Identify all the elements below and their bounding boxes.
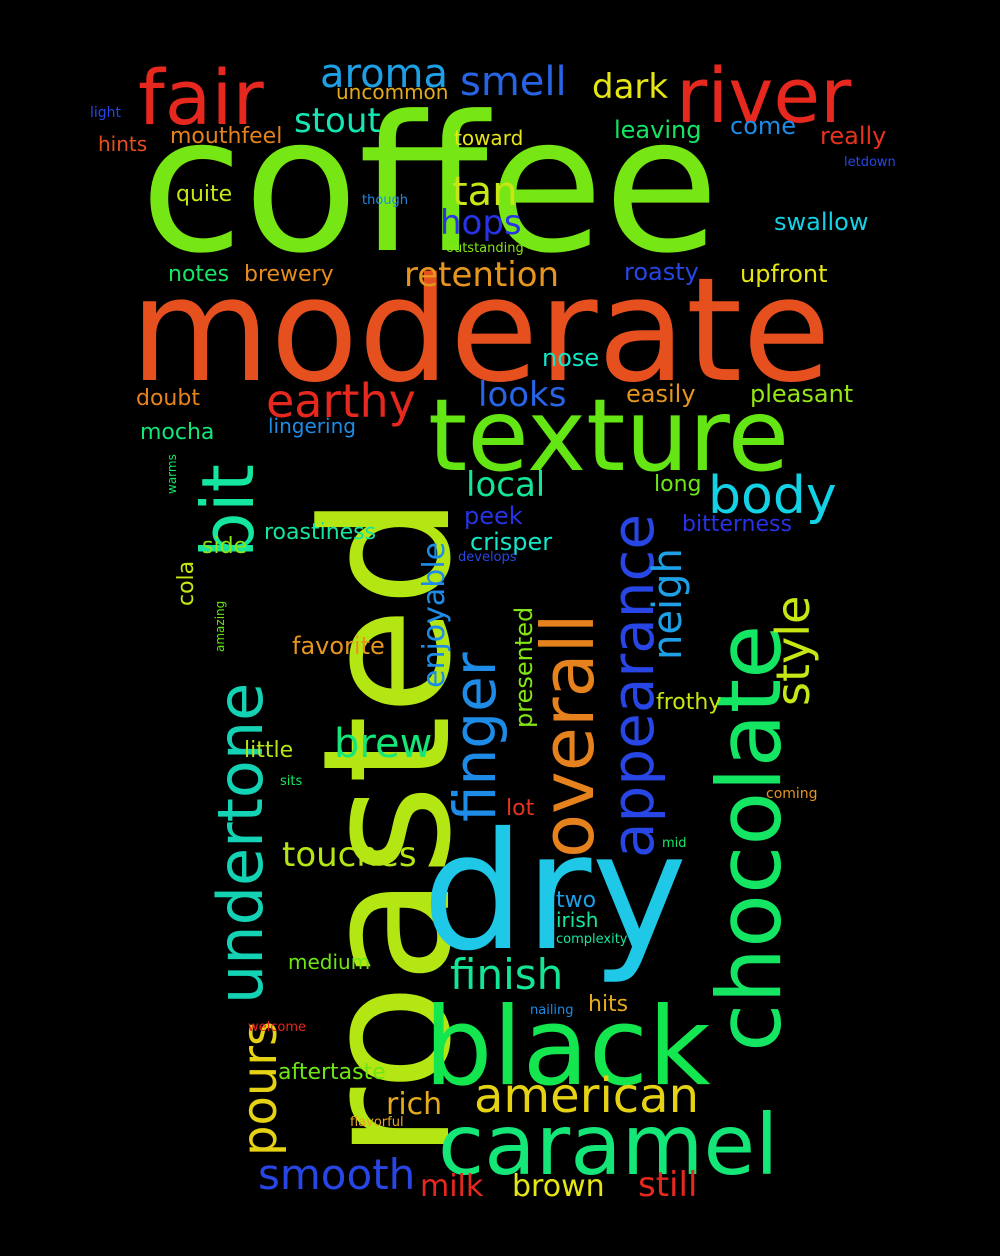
word-roasty: roasty xyxy=(624,258,699,286)
word-mid: mid xyxy=(662,836,687,851)
word-dark: dark xyxy=(592,67,669,107)
word-body: body xyxy=(708,466,837,526)
word-hops: hops xyxy=(440,203,522,243)
word-lot: lot xyxy=(506,796,535,821)
word-complexity: complexity xyxy=(556,932,628,947)
word-notes: notes xyxy=(168,262,230,287)
word-neigh: neigh xyxy=(645,548,691,660)
word-favorite: favorite xyxy=(292,632,385,660)
word-pleasant: pleasant xyxy=(750,380,854,408)
word-irish: irish xyxy=(556,908,599,932)
word-swallow: swallow xyxy=(774,208,869,236)
word-mocha: mocha xyxy=(140,420,215,445)
word-long: long xyxy=(654,472,702,497)
word-texture: texture xyxy=(428,377,790,494)
word-nailing: nailing xyxy=(530,1003,574,1018)
word-touches: touches xyxy=(282,835,417,875)
word-brewery: brewery xyxy=(244,262,334,287)
word-caramel: caramel xyxy=(438,1096,779,1194)
word-flavorful: flavorful xyxy=(350,1115,404,1130)
word-warms: warms xyxy=(165,454,179,494)
word-really: really xyxy=(820,122,887,150)
word-earthy: earthy xyxy=(266,374,416,428)
word-fair: fair xyxy=(138,53,264,142)
word-brew: brew xyxy=(334,721,433,767)
word-bitterness: bitterness xyxy=(682,512,792,537)
word-frothy: frothy xyxy=(656,690,722,715)
word-come: come xyxy=(730,112,797,140)
word-black: black xyxy=(424,985,711,1110)
word-rich: rich xyxy=(386,1087,443,1122)
word-aftertaste: aftertaste xyxy=(278,1060,386,1085)
word-aroma: aroma xyxy=(320,51,449,97)
word-crisper: crisper xyxy=(470,528,553,556)
word-peek: peek xyxy=(464,502,523,530)
word-doubt: doubt xyxy=(136,386,200,411)
word-amazing: amazing xyxy=(213,600,227,652)
word-though: though xyxy=(362,193,409,208)
word-american: american xyxy=(474,1068,699,1124)
word-easily: easily xyxy=(626,380,696,408)
word-hints: hints xyxy=(98,132,148,156)
word-roastiness: roastiness xyxy=(264,520,377,545)
word-cola: cola xyxy=(174,560,199,606)
word-toward: toward xyxy=(454,126,524,150)
word-still: still xyxy=(638,1165,698,1205)
word-outstanding: outstanding xyxy=(446,241,524,256)
word-quite: quite xyxy=(176,182,233,207)
word-letdown: letdown xyxy=(844,155,896,170)
word-enjoyable: enjoyable xyxy=(417,541,452,688)
word-upfront: upfront xyxy=(740,260,828,288)
word-smell: smell xyxy=(460,59,567,105)
word-light: light xyxy=(90,105,122,121)
word-overall: overall xyxy=(526,613,610,858)
word-coffee: coffee xyxy=(140,76,720,295)
word-undertone: undertone xyxy=(204,682,277,1004)
word-tan: tan xyxy=(452,169,518,215)
word-dry: dry xyxy=(422,799,688,987)
word-finish: finish xyxy=(450,950,564,999)
word-retention: retention xyxy=(404,255,560,295)
word-nose: nose xyxy=(542,344,600,372)
word-uncommon: uncommon xyxy=(336,80,449,104)
word-develops: develops xyxy=(458,550,517,565)
word-style: style xyxy=(766,595,820,706)
word-looks: looks xyxy=(478,375,567,415)
word-finger: finger xyxy=(441,652,509,822)
word-two: two xyxy=(556,888,597,913)
word-side: side xyxy=(202,534,248,559)
word-brown: brown xyxy=(512,1169,605,1204)
word-river: river xyxy=(676,51,852,140)
word-presented: presented xyxy=(510,606,538,728)
word-coming: coming xyxy=(766,786,818,802)
word-mouthfeel: mouthfeel xyxy=(170,124,283,149)
word-lingering: lingering xyxy=(268,414,356,438)
word-leaving: leaving xyxy=(614,116,702,144)
word-little: little xyxy=(244,738,294,763)
word-local: local xyxy=(466,465,546,505)
word-sits: sits xyxy=(280,774,303,789)
word-welcome: welcome xyxy=(248,1020,307,1035)
word-smooth: smooth xyxy=(258,1150,416,1199)
word-pours: pours xyxy=(232,1021,288,1156)
word-stout: stout xyxy=(294,101,381,141)
word-medium: medium xyxy=(288,950,371,974)
word-moderate: moderate xyxy=(130,246,831,414)
word-milk: milk xyxy=(420,1169,484,1204)
word-hits: hits xyxy=(588,992,629,1017)
